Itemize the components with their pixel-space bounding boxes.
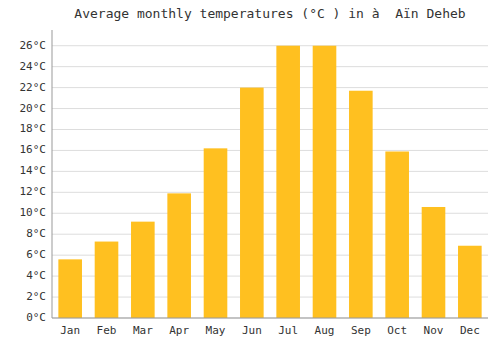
y-axis-line <box>52 30 53 318</box>
bar <box>167 193 191 318</box>
bar <box>385 151 409 318</box>
bar <box>276 46 300 318</box>
grid-line <box>52 66 488 67</box>
y-tick-label: 0°C <box>26 311 46 324</box>
bar <box>458 246 482 318</box>
bar <box>204 148 228 318</box>
x-tick-label: Feb <box>97 324 117 337</box>
bars <box>58 46 481 318</box>
x-tick-label: May <box>206 324 226 337</box>
bar <box>58 259 82 318</box>
y-tick-label: 12°C <box>20 185 47 198</box>
title: Average monthly temperatures (°C ) in à … <box>74 6 466 21</box>
grid-line <box>52 87 488 88</box>
grid-line <box>52 171 488 172</box>
bar <box>422 207 446 318</box>
y-tick-label: 2°C <box>26 290 46 303</box>
grid-line <box>52 150 488 151</box>
y-tick-label: 4°C <box>26 269 46 282</box>
x-tick-label: Jan <box>60 324 80 337</box>
x-tick-label: Mar <box>133 324 153 337</box>
x-tick-labels: Jan Feb Mar Apr May Jun Jul Aug Sep Oct Nov Dec <box>60 324 480 337</box>
bar <box>240 88 264 318</box>
grid-line <box>52 318 488 319</box>
y-tick-label: 24°C <box>20 60 47 73</box>
y-tick-label: 26°C <box>20 39 47 52</box>
bar <box>313 46 337 318</box>
y-grid <box>52 46 488 318</box>
x-tick-label: Dec <box>460 324 480 337</box>
x-tick-label: Nov <box>424 324 444 337</box>
chart: 0°C 2°C 4°C 6°C 8°C 10°C 12°C 14°C 16°C 18°C 20°C 2… <box>0 0 500 350</box>
y-tick-label: 14°C <box>20 164 47 177</box>
grid-line <box>52 192 488 193</box>
x-tick-label: Sep <box>351 324 371 337</box>
x-tick-label: Aug <box>315 324 335 337</box>
grid-line <box>52 45 488 46</box>
x-axis-line <box>52 318 488 319</box>
grid-line <box>52 129 488 130</box>
y-tick-label: 20°C <box>20 102 47 115</box>
x-tick-label: Jul <box>278 324 298 337</box>
bar <box>131 222 155 318</box>
grid-line <box>52 108 488 109</box>
bar <box>95 242 119 318</box>
y-tick-label: 22°C <box>20 81 47 94</box>
y-tick-labels: 0°C 2°C 4°C 6°C 8°C 10°C 12°C 14°C 16°C 18°C 20°C 2… <box>20 39 47 324</box>
x-tick-label: Oct <box>387 324 407 337</box>
y-tick-label: 10°C <box>20 206 47 219</box>
y-tick-label: 6°C <box>26 248 46 261</box>
y-tick-label: 18°C <box>20 122 47 135</box>
x-tick-label: Apr <box>169 324 189 337</box>
y-tick-label: 8°C <box>26 227 46 240</box>
bar <box>349 91 373 318</box>
x-tick-label: Jun <box>242 324 262 337</box>
y-tick-label: 16°C <box>20 143 47 156</box>
